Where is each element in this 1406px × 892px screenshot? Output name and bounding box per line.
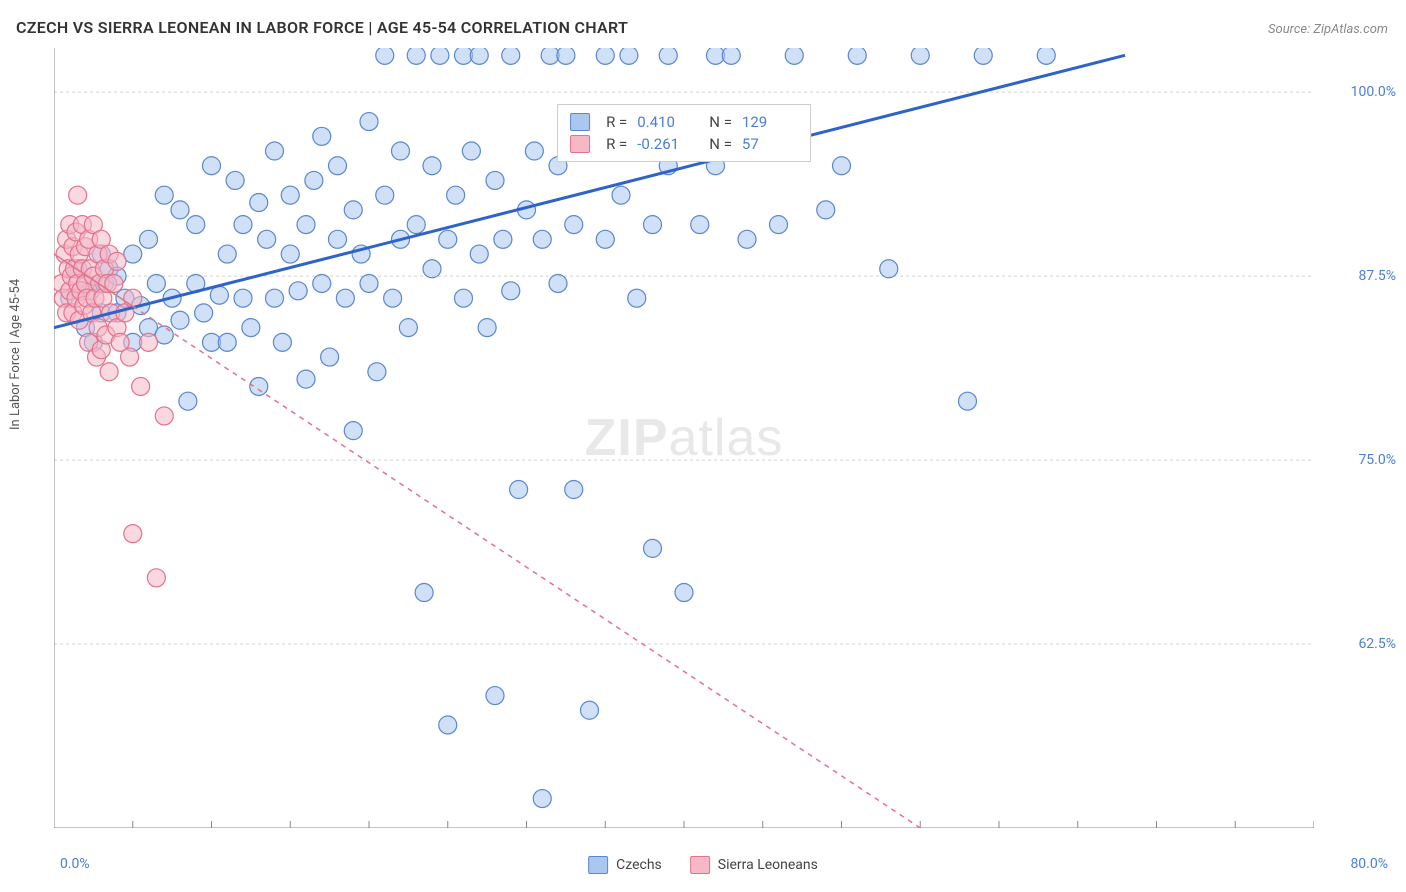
legend-item-czechs: Czechs [588,856,662,874]
stat-n-czechs: 129 [742,111,798,133]
source-attribution: Source: ZipAtlas.com [1268,22,1388,37]
stat-n-sierra: 57 [742,133,798,155]
scatter-svg [54,48,1314,828]
x-tick-max: 80.0% [1350,856,1388,872]
legend-item-sierra: Sierra Leoneans [690,856,818,874]
stat-n-label: N = [709,133,732,155]
legend-label-sierra: Sierra Leoneans [718,857,818,873]
stat-r-label: R = [606,111,627,133]
x-tick-min: 0.0% [60,856,90,872]
stats-row-sierra: R = -0.261 N = 57 [570,133,798,155]
stat-r-sierra: -0.261 [637,133,693,155]
plot-area: ZIPatlas R = 0.410 N = 129 R = -0.261 N … [54,48,1314,828]
stats-legend-box: R = 0.410 N = 129 R = -0.261 N = 57 [557,104,811,162]
stats-row-czechs: R = 0.410 N = 129 [570,111,798,133]
y-tick-label: 62.5% [1358,636,1396,652]
swatch-czechs-icon [570,113,590,131]
stat-r-label: R = [606,133,627,155]
y-axis-label: In Labor Force | Age 45-54 [8,279,23,430]
legend-label-czechs: Czechs [616,857,662,873]
y-tick-label: 75.0% [1358,452,1396,468]
swatch-sierra-icon [570,135,590,153]
swatch-czechs-icon [588,856,608,874]
swatch-sierra-icon [690,856,710,874]
y-tick-label: 87.5% [1358,268,1396,284]
bottom-legend: Czechs Sierra Leoneans [588,856,818,874]
stat-n-label: N = [709,111,732,133]
chart-container: CZECH VS SIERRA LEONEAN IN LABOR FORCE |… [0,0,1406,892]
y-tick-label: 100.0% [1351,84,1396,100]
chart-title: CZECH VS SIERRA LEONEAN IN LABOR FORCE |… [16,18,628,37]
stat-r-czechs: 0.410 [637,111,693,133]
